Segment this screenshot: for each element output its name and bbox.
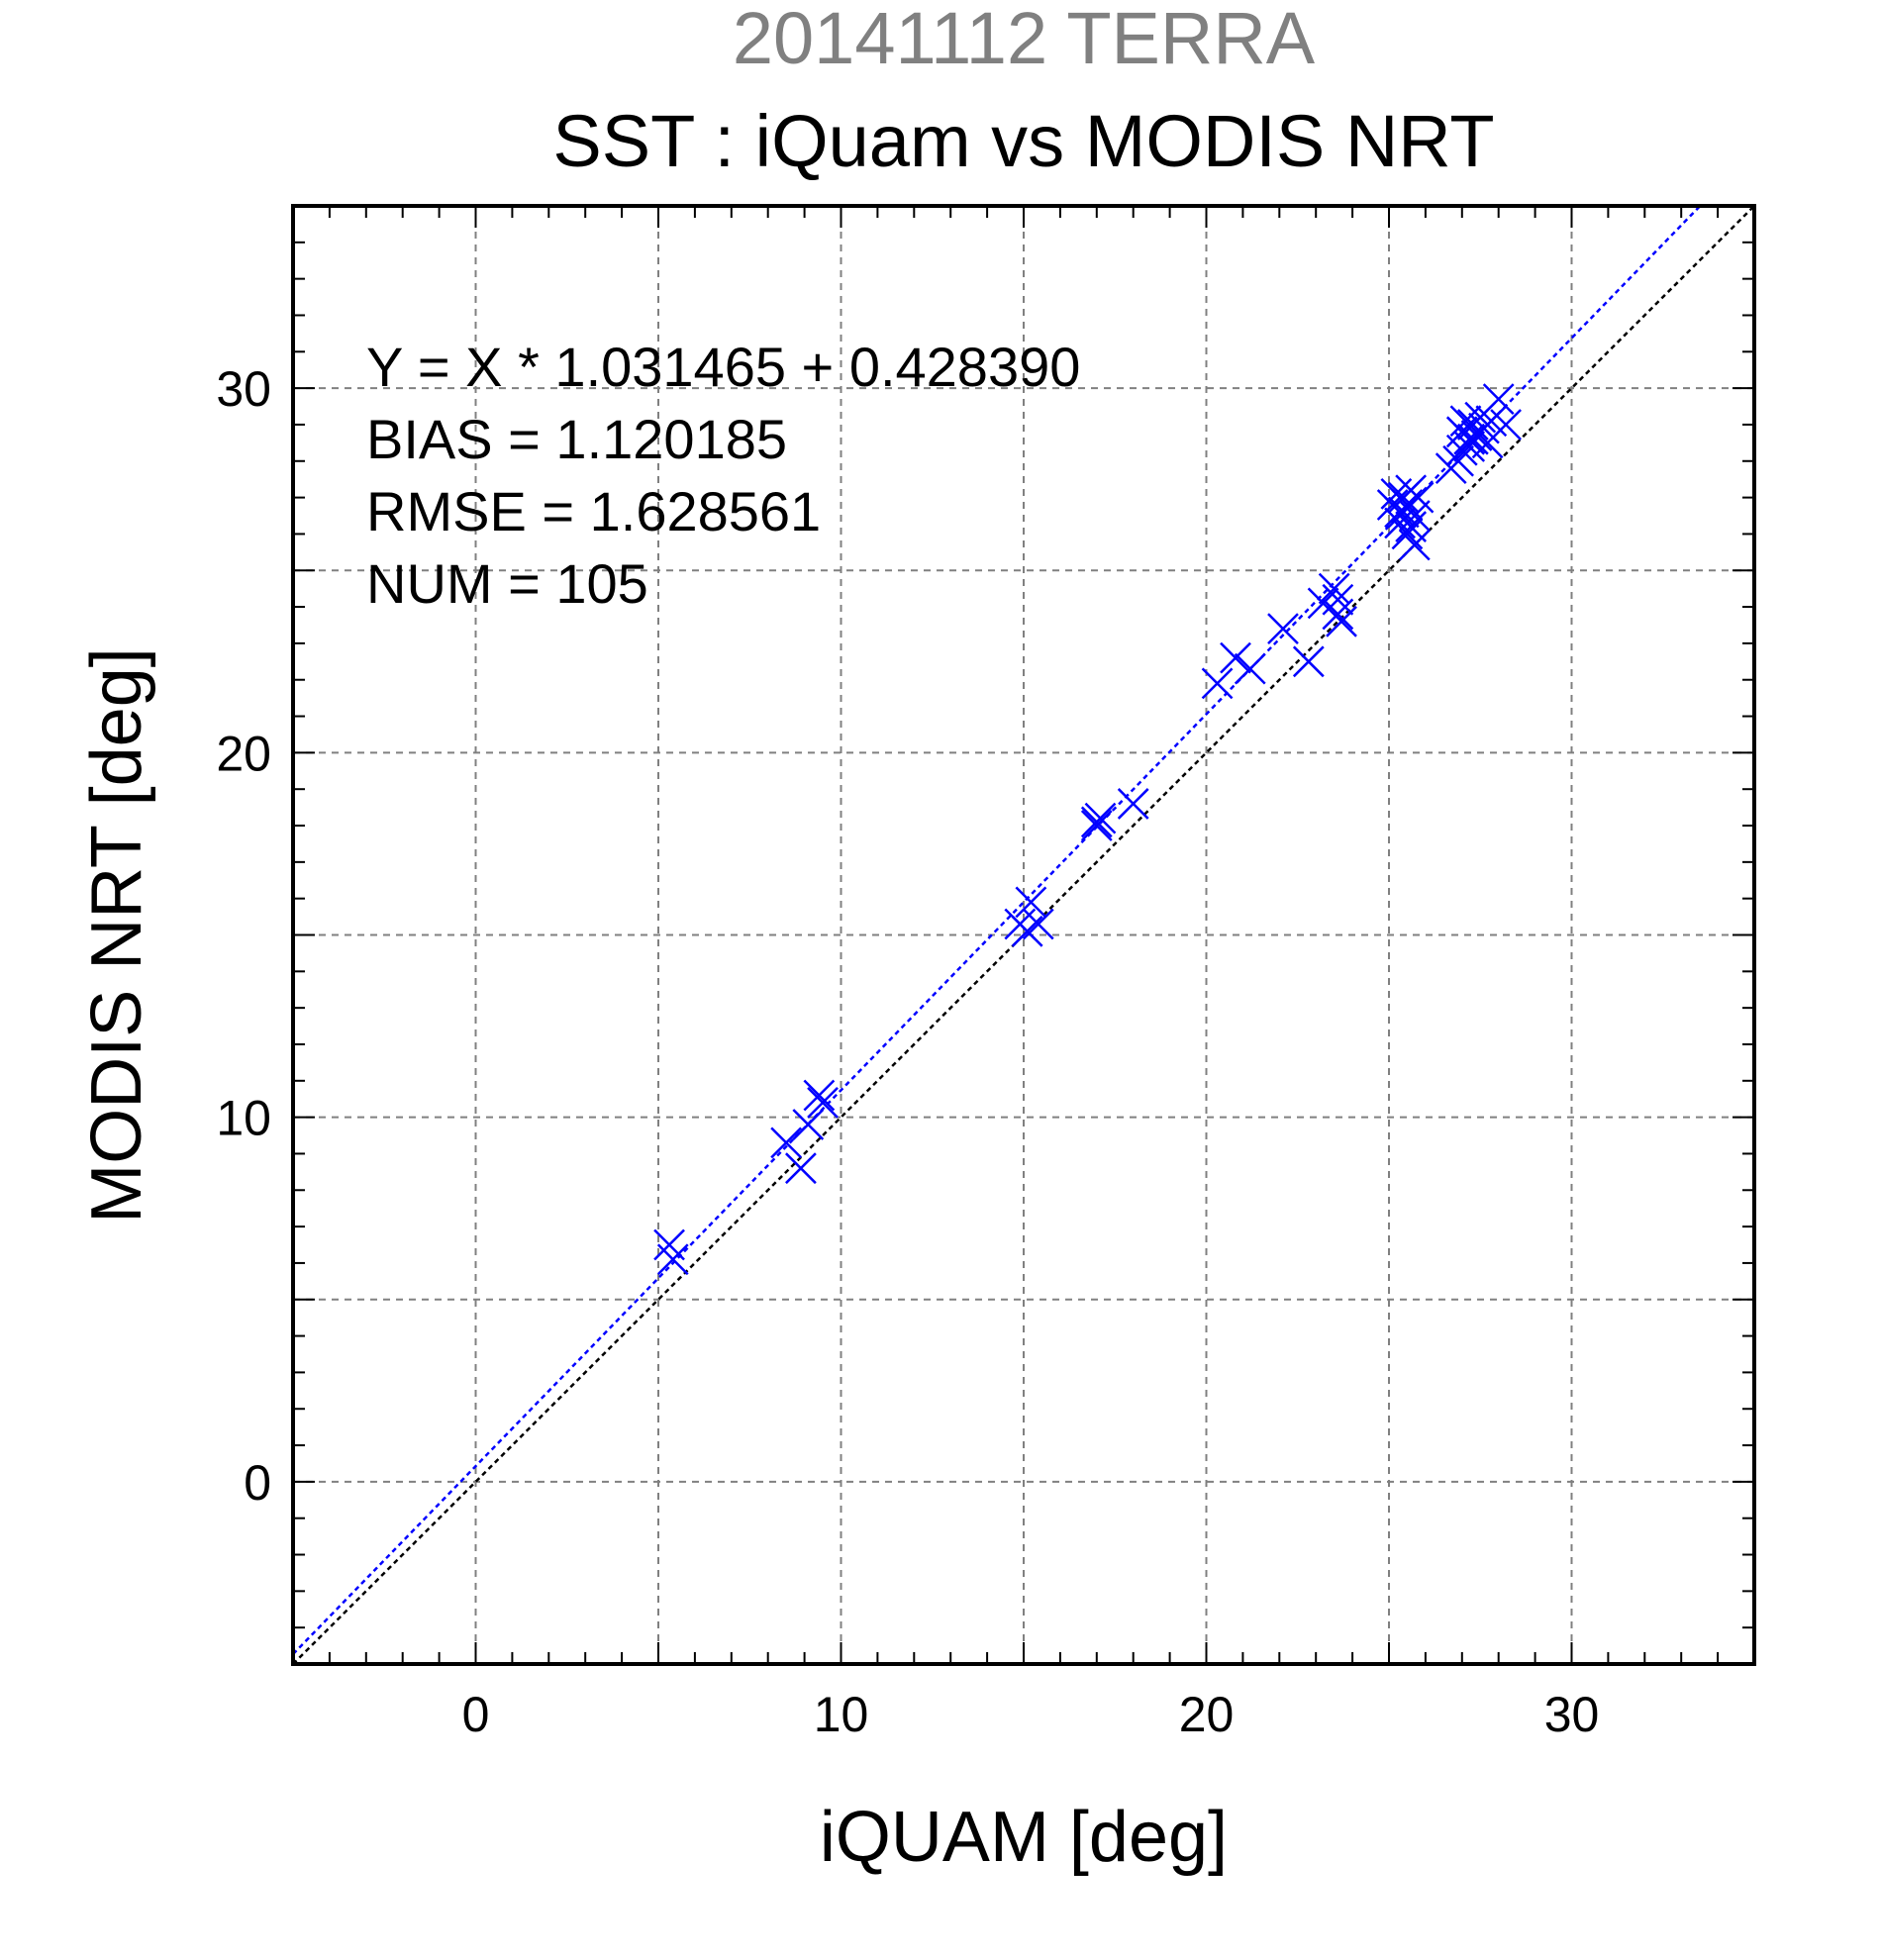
x-tick-label: 0 (462, 1687, 490, 1742)
data-point (803, 1079, 836, 1112)
stats-box: Y = X * 1.031465 + 0.428390 BIAS = 1.120… (366, 336, 1080, 615)
y-tick-label: 30 (216, 361, 271, 417)
x-tick-label: 20 (1179, 1687, 1235, 1742)
reference-lines (293, 206, 1754, 1664)
x-tick-label: 30 (1544, 1687, 1600, 1742)
stats-bias: BIAS = 1.120185 (366, 408, 787, 470)
data-point (1201, 667, 1234, 700)
stats-num: NUM = 105 (366, 552, 648, 615)
grid-lines (293, 206, 1754, 1664)
regression-line (293, 206, 1703, 1655)
data-point (1322, 598, 1354, 631)
x-tick-label: 10 (814, 1687, 869, 1742)
chart-supertitle: 20141112 TERRA (733, 0, 1316, 79)
stats-rmse: RMSE = 1.628561 (366, 480, 821, 542)
x-tick-labels: 0 10 20 30 (462, 1687, 1600, 1742)
data-point (1084, 802, 1117, 834)
data-point (1456, 423, 1489, 455)
data-point (792, 1109, 825, 1140)
data-point (1318, 572, 1350, 605)
data-point (807, 1087, 839, 1119)
data-point (1292, 645, 1325, 678)
data-point (770, 1127, 803, 1159)
plot-frame (291, 204, 1756, 1666)
y-tick-labels: 0 10 20 30 (216, 361, 271, 1511)
data-point (1482, 383, 1515, 416)
data-point (1322, 583, 1354, 616)
data-point (1395, 511, 1428, 542)
data-point (1117, 788, 1149, 820)
y-axis-label: MODIS NRT [deg] (77, 647, 156, 1224)
data-point (1022, 908, 1054, 940)
data-point (1234, 652, 1266, 685)
identity-line (293, 206, 1754, 1664)
stats-regression-equation: Y = X * 1.031465 + 0.428390 (366, 336, 1080, 398)
data-point (1442, 444, 1474, 477)
y-tick-label: 20 (216, 726, 271, 781)
y-tick-label: 0 (244, 1455, 271, 1511)
data-points (653, 383, 1522, 1276)
chart-title: SST : iQuam vs MODIS NRT (552, 100, 1494, 182)
data-point (1398, 500, 1431, 532)
data-point (785, 1152, 817, 1185)
data-point (1398, 529, 1431, 561)
y-tick-label: 10 (216, 1091, 271, 1146)
data-point (1220, 641, 1251, 674)
data-point (1015, 886, 1047, 919)
data-point (1387, 496, 1420, 529)
data-point (1267, 613, 1299, 645)
data-point (1453, 431, 1486, 462)
data-point (656, 1243, 689, 1276)
data-point (1080, 810, 1113, 841)
data-point (1490, 409, 1522, 441)
data-point (1011, 915, 1043, 947)
x-axis-label: iQUAM [deg] (820, 1798, 1228, 1877)
